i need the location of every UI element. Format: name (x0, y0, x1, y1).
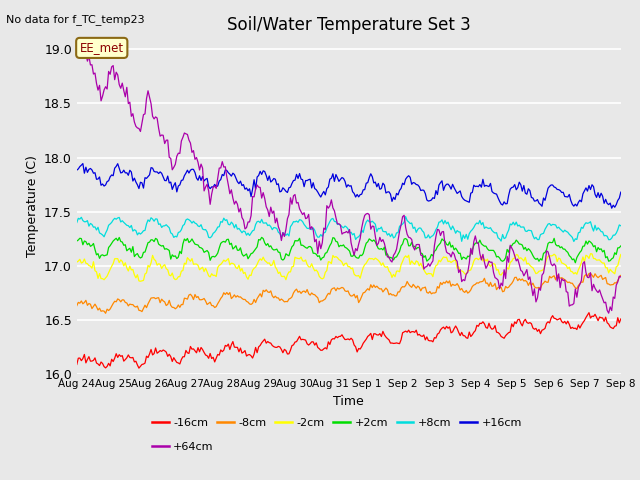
Y-axis label: Temperature (C): Temperature (C) (26, 156, 38, 257)
+2cm (253, 244, 261, 250)
+16cm (588, 182, 596, 188)
+2cm (264, 241, 271, 247)
+8cm (73, 220, 81, 226)
+8cm (589, 228, 597, 234)
-8cm (255, 293, 262, 299)
-2cm (589, 256, 597, 262)
+8cm (262, 220, 270, 226)
+16cm (141, 175, 149, 180)
Line: +2cm: +2cm (77, 238, 621, 263)
-2cm (136, 278, 144, 284)
-16cm (617, 316, 625, 322)
+64cm (255, 184, 262, 190)
+64cm (237, 205, 244, 211)
-2cm (587, 251, 595, 257)
Line: +64cm: +64cm (77, 29, 621, 313)
+64cm (264, 207, 271, 213)
Line: +16cm: +16cm (77, 164, 621, 208)
+8cm (253, 219, 261, 225)
Text: No data for f_TC_temp23: No data for f_TC_temp23 (6, 14, 145, 25)
-16cm (141, 360, 149, 366)
-16cm (135, 365, 143, 371)
-16cm (264, 339, 271, 345)
+8cm (235, 226, 243, 231)
+8cm (402, 214, 410, 219)
+16cm (73, 167, 81, 173)
Line: -16cm: -16cm (77, 312, 621, 368)
-8cm (237, 294, 244, 300)
-8cm (264, 289, 271, 295)
+64cm (588, 288, 596, 294)
-2cm (617, 252, 625, 257)
-8cm (617, 273, 625, 278)
+16cm (237, 178, 244, 184)
+2cm (617, 243, 625, 249)
-8cm (312, 293, 320, 299)
-16cm (237, 345, 244, 351)
+8cm (311, 228, 319, 233)
-2cm (141, 271, 149, 277)
-2cm (255, 258, 262, 264)
X-axis label: Time: Time (333, 395, 364, 408)
+16cm (255, 173, 262, 179)
-16cm (312, 340, 320, 346)
+2cm (235, 247, 243, 253)
+64cm (617, 274, 625, 280)
-2cm (264, 260, 271, 266)
Line: -2cm: -2cm (77, 254, 621, 281)
+2cm (312, 252, 320, 257)
+16cm (608, 205, 616, 211)
-16cm (589, 313, 597, 319)
-2cm (73, 259, 81, 265)
Title: Soil/Water Temperature Set 3: Soil/Water Temperature Set 3 (227, 16, 470, 34)
+64cm (312, 237, 320, 242)
-16cm (73, 361, 81, 367)
-8cm (73, 303, 81, 309)
Line: -8cm: -8cm (77, 273, 621, 313)
Text: EE_met: EE_met (80, 41, 124, 54)
+2cm (140, 250, 147, 255)
+2cm (258, 235, 266, 240)
-8cm (102, 311, 109, 316)
+16cm (312, 187, 320, 192)
+64cm (73, 33, 81, 39)
+16cm (617, 189, 625, 195)
+8cm (140, 228, 147, 234)
+64cm (74, 26, 82, 32)
-8cm (587, 270, 595, 276)
Legend: +64cm: +64cm (148, 437, 218, 456)
+2cm (589, 244, 597, 250)
Line: +8cm: +8cm (77, 216, 621, 241)
-2cm (312, 267, 320, 273)
+8cm (570, 239, 578, 244)
+2cm (572, 260, 579, 265)
-8cm (141, 302, 149, 308)
-8cm (589, 275, 597, 280)
+2cm (73, 238, 81, 244)
+8cm (617, 223, 625, 228)
-16cm (585, 310, 593, 315)
+16cm (264, 178, 271, 183)
+16cm (79, 161, 86, 167)
+64cm (605, 310, 612, 316)
-16cm (255, 344, 262, 350)
-2cm (237, 268, 244, 274)
+64cm (141, 111, 149, 117)
